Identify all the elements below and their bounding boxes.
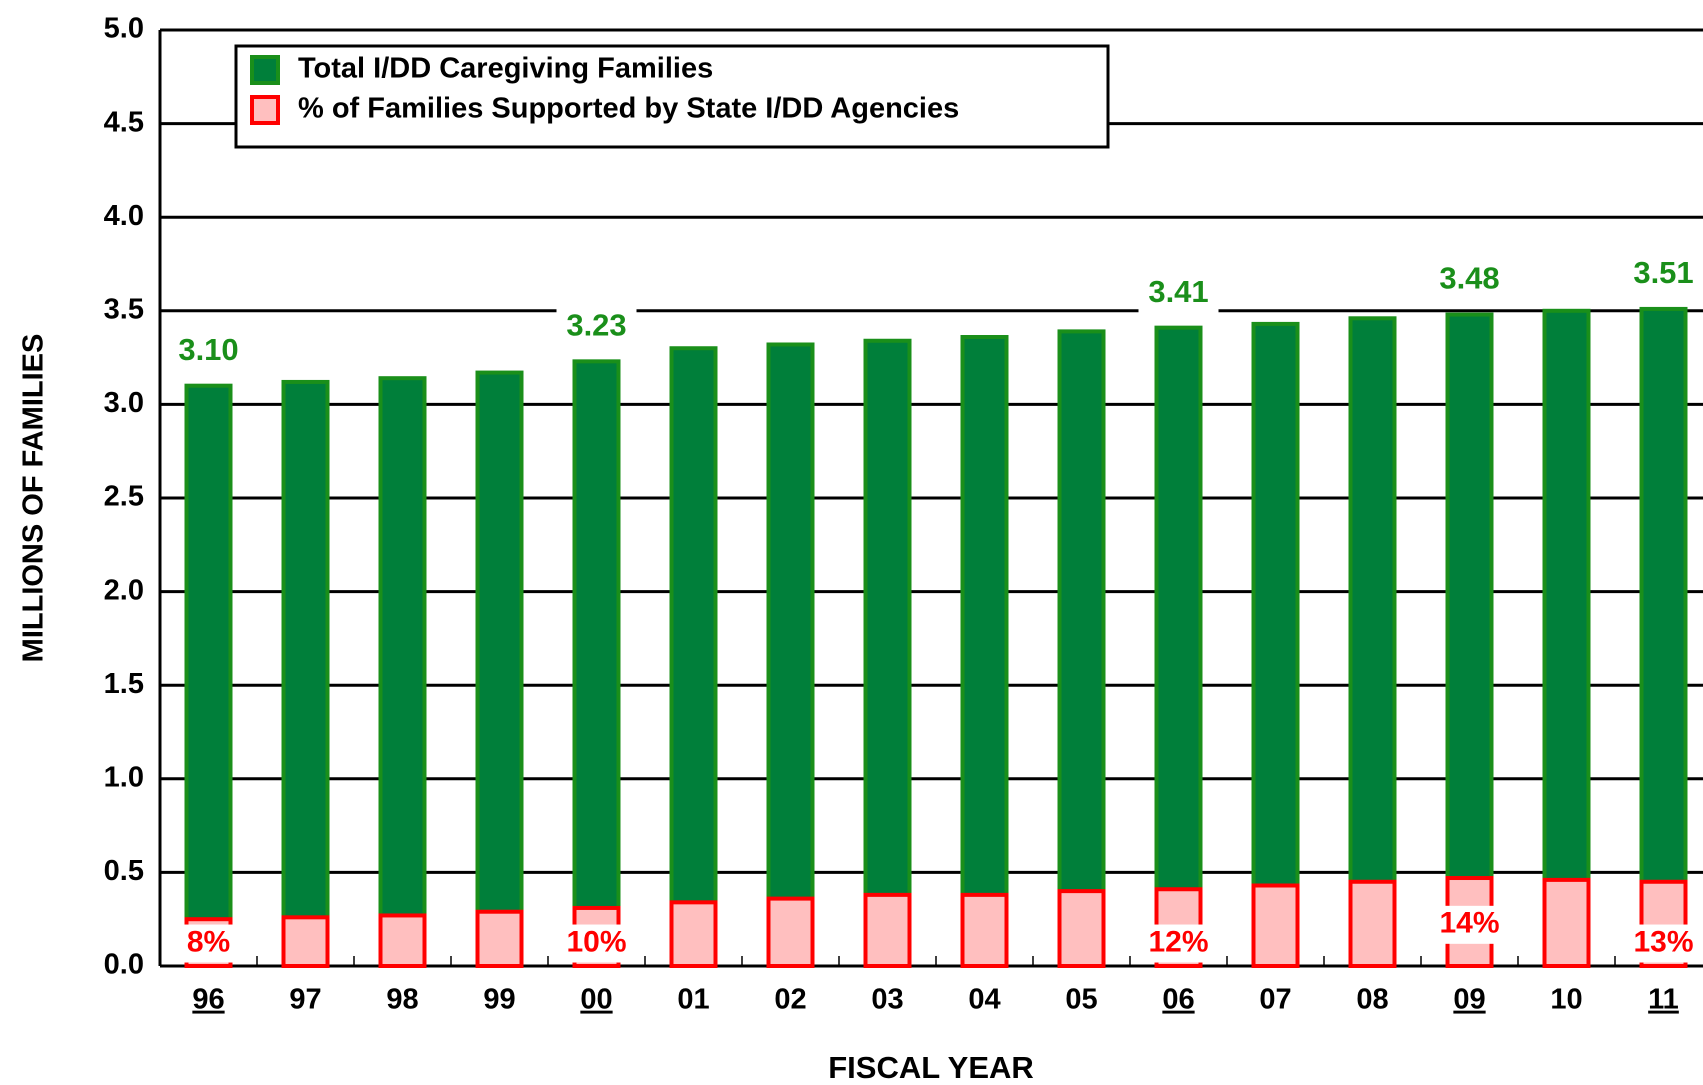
value-label: 3.23 — [566, 308, 626, 343]
y-tick-label: 5.0 — [104, 13, 144, 45]
bar — [1639, 306, 1688, 969]
y-tick-label: 2.0 — [104, 574, 144, 606]
y-tick-label: 3.5 — [104, 293, 144, 325]
bar — [960, 892, 1009, 969]
bar — [1057, 329, 1106, 968]
y-axis-title: MILLIONS OF FAMILIES — [18, 334, 50, 663]
x-tick-label: 01 — [677, 984, 709, 1016]
percent-label: 12% — [1148, 925, 1208, 958]
label-bg — [558, 924, 635, 963]
bar — [378, 913, 427, 968]
x-axis-title: FISCAL YEAR — [828, 1050, 1034, 1085]
x-tick-label: 03 — [871, 984, 903, 1016]
label-bg — [1429, 260, 1510, 301]
bar — [475, 909, 524, 968]
bar — [184, 383, 233, 968]
value-label: 3.41 — [1148, 274, 1208, 309]
legend-label: Total I/DD Caregiving Families — [298, 53, 713, 85]
x-tick-label: 02 — [774, 984, 806, 1016]
bar — [1251, 883, 1300, 969]
x-tick-label: 08 — [1356, 984, 1388, 1016]
bar — [669, 346, 718, 968]
label-bg — [1623, 254, 1703, 295]
percent-label: 13% — [1633, 925, 1693, 958]
percent-label: 10% — [566, 925, 626, 958]
x-tick-label: 98 — [386, 984, 418, 1016]
bar — [1251, 321, 1300, 968]
x-tick-label: 09 — [1453, 984, 1485, 1016]
bar — [281, 379, 330, 969]
x-tick-label: 99 — [483, 984, 515, 1016]
label-bg — [556, 307, 637, 348]
x-tick-label: 11 — [1648, 984, 1679, 1016]
bar — [863, 338, 912, 968]
value-label: 3.51 — [1633, 255, 1693, 290]
bar — [863, 892, 912, 969]
bar — [1348, 879, 1397, 969]
bar — [1445, 312, 1494, 968]
y-tick-label: 0.0 — [104, 949, 144, 981]
x-tick-label: 10 — [1550, 984, 1582, 1016]
bar — [669, 900, 718, 968]
bar — [1348, 316, 1397, 968]
bar — [766, 896, 815, 968]
bar — [1542, 308, 1591, 968]
y-tick-label: 0.5 — [104, 855, 144, 887]
bar — [378, 376, 427, 968]
y-tick-label: 4.0 — [104, 200, 144, 232]
legend-swatch — [250, 95, 280, 125]
value-label: 3.48 — [1439, 261, 1499, 296]
y-tick-label: 4.5 — [104, 106, 144, 138]
bar — [572, 359, 621, 968]
bar — [281, 915, 330, 969]
legend-swatch — [250, 55, 280, 85]
label-bg — [1431, 905, 1508, 944]
x-tick-label: 96 — [192, 984, 224, 1016]
x-tick-label: 06 — [1162, 984, 1194, 1016]
value-label: 3.10 — [178, 332, 238, 367]
legend-label: % of Families Supported by State I/DD Ag… — [298, 93, 959, 125]
y-tick-label: 1.0 — [104, 761, 144, 793]
label-bg — [1625, 924, 1702, 963]
bar — [1154, 325, 1203, 968]
y-tick-label: 2.5 — [104, 481, 144, 513]
bar — [1542, 877, 1591, 968]
bar — [766, 342, 815, 969]
x-tick-label: 05 — [1065, 984, 1097, 1016]
x-tick-label: 97 — [289, 984, 321, 1016]
legend-box — [234, 44, 1110, 149]
label-bg — [1138, 273, 1219, 314]
label-bg — [1140, 924, 1217, 963]
bar — [960, 335, 1009, 968]
bar — [475, 370, 524, 968]
x-tick-label: 04 — [968, 984, 1000, 1016]
bar — [1057, 889, 1106, 968]
y-tick-label: 1.5 — [104, 668, 144, 700]
x-tick-label: 00 — [580, 984, 612, 1016]
percent-label: 14% — [1439, 907, 1499, 940]
label-bg — [168, 331, 249, 372]
label-bg — [170, 924, 247, 963]
y-tick-label: 3.0 — [104, 387, 144, 419]
percent-label: 8% — [187, 925, 230, 958]
x-tick-label: 07 — [1259, 984, 1291, 1016]
